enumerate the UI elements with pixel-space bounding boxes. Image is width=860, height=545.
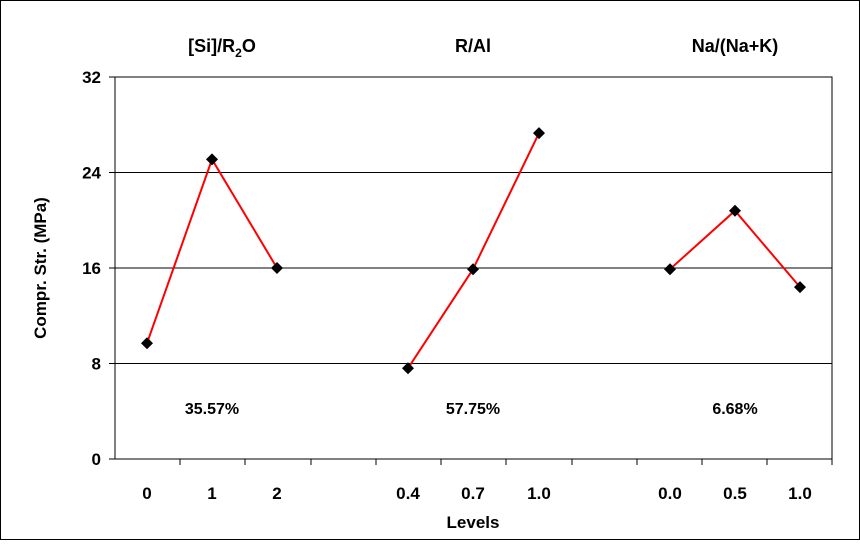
series — [141, 127, 806, 375]
x-tick-label: 0.0 — [658, 484, 682, 503]
group-title: R/Al — [455, 36, 491, 56]
contribution-label: 35.57% — [185, 401, 239, 418]
contribution-label: 6.68% — [712, 401, 757, 418]
data-point — [664, 263, 676, 276]
data-point — [729, 204, 741, 217]
group-title: [Si]/R2O — [188, 36, 256, 60]
group-title-subscript: 2 — [235, 46, 242, 60]
y-tick-label: 8 — [92, 355, 101, 374]
data-point — [533, 127, 545, 140]
x-tick-label: 0.4 — [396, 484, 420, 503]
contribution-label: 57.75% — [446, 401, 500, 418]
group-title-base: [Si]/R — [188, 36, 235, 56]
x-tick-label: 0.5 — [723, 484, 747, 503]
group-title-base: Na/(Na+K) — [692, 36, 779, 56]
axes — [109, 76, 833, 465]
x-axis-title: Levels — [447, 513, 500, 532]
x-tick-label: 1.0 — [788, 484, 812, 503]
y-axis-title: Compr. Str. (MPa) — [31, 197, 50, 339]
y-tick-label: 0 — [92, 450, 101, 469]
y-tick-label: 16 — [82, 259, 101, 278]
data-point — [206, 153, 218, 166]
group-title-tail: O — [242, 36, 256, 56]
x-tick-label: 1.0 — [527, 484, 551, 503]
x-tick-label: 2 — [272, 484, 281, 503]
group-title: Na/(Na+K) — [692, 36, 779, 56]
data-point — [467, 263, 479, 276]
x-tick-label: 0 — [142, 484, 151, 503]
x-tick-label: 0.7 — [461, 484, 485, 503]
x-tick-label: 1 — [207, 484, 216, 503]
y-tick-label: 24 — [82, 164, 101, 183]
data-point — [271, 262, 283, 274]
y-tick-label: 32 — [82, 68, 101, 87]
data-point — [794, 281, 806, 294]
data-point — [141, 337, 153, 350]
data-point — [402, 362, 414, 375]
group-title-base: R/Al — [455, 36, 491, 56]
